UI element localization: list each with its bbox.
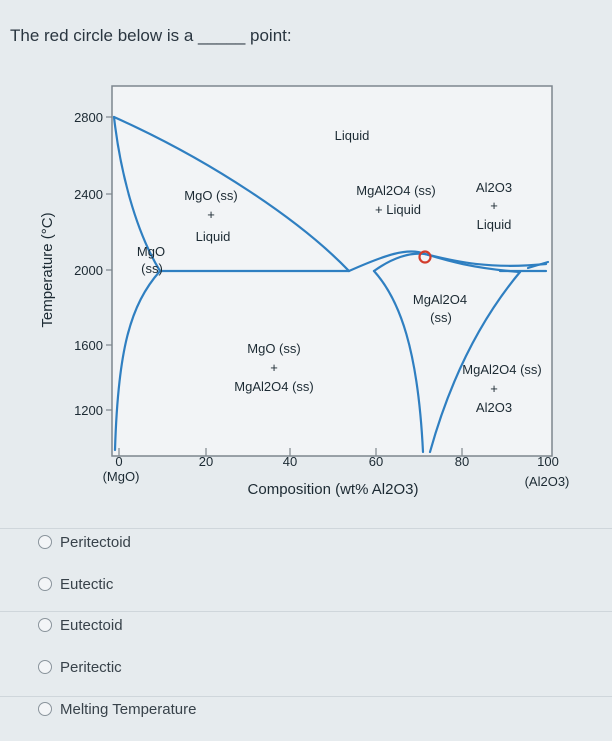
x-axis-label: Composition (wt% Al2O3) — [248, 481, 419, 498]
region-spinel-liquid-2: + Liquid — [375, 202, 421, 217]
region-liquid: Liquid — [335, 128, 370, 143]
region-spinel-al2o3-2: + — [490, 381, 498, 396]
radio-melting-temperature[interactable] — [38, 702, 52, 716]
y-axis-label: Temperature (°C) — [39, 212, 56, 327]
question-text: The red circle below is a _____ point: — [10, 26, 292, 45]
region-spinel-ss-1: MgAl2O4 — [413, 292, 467, 307]
option-label: Eutectoid — [60, 616, 123, 634]
option-label: Eutectic — [60, 575, 114, 593]
x-tick-marks — [118, 448, 463, 456]
region-al2o3-liquid-1: Al2O3 — [476, 180, 512, 195]
option-peritectic[interactable]: Peritectic — [38, 657, 196, 677]
region-spinel-ss-2: (ss) — [430, 310, 452, 325]
region-mgo-spinel-2: + — [270, 360, 278, 375]
option-eutectic[interactable]: Eutectic — [38, 574, 196, 594]
region-al2o3-liquid-2: + — [490, 198, 498, 213]
y-tick-2000: 2000 — [74, 263, 103, 278]
y-tick-2800: 2800 — [74, 110, 103, 125]
region-al2o3-liquid-3: Liquid — [477, 217, 512, 232]
option-melting-temperature[interactable]: Melting Temperature — [38, 699, 196, 719]
option-peritectoid[interactable]: Peritectoid — [38, 532, 196, 552]
region-mgo-spinel-1: MgO (ss) — [247, 341, 300, 356]
radio-peritectoid[interactable] — [38, 535, 52, 549]
radio-eutectic[interactable] — [38, 577, 52, 591]
x-tick-0: 0 — [115, 454, 122, 469]
option-label: Peritectic — [60, 658, 122, 676]
region-mgo-ss-1: MgO — [137, 244, 165, 259]
radio-peritectic[interactable] — [38, 660, 52, 674]
option-eutectoid[interactable]: Eutectoid — [38, 615, 196, 635]
region-mgo-ss-liquid-1: MgO (ss) — [184, 188, 237, 203]
option-label: Peritectoid — [60, 533, 131, 551]
region-spinel-al2o3-3: Al2O3 — [476, 400, 512, 415]
x-tick-labels: 0 20 40 60 80 100 (MgO) (Al2O3) — [103, 454, 570, 489]
region-mgo-spinel-3: MgAl2O4 (ss) — [234, 379, 313, 394]
spinel-solvus-right — [428, 270, 522, 454]
option-label: Melting Temperature — [60, 700, 197, 718]
mgo-solidus-line — [112, 115, 162, 273]
phase-boundaries — [112, 115, 550, 454]
spinel-solidus-line — [372, 252, 522, 274]
region-mgo-ss-2: (ss) — [141, 261, 163, 276]
region-spinel-al2o3-1: MgAl2O4 (ss) — [462, 362, 541, 377]
x-tick-100: 100 — [537, 454, 559, 469]
y-tick-labels: 2800 2400 2000 1600 1200 — [74, 110, 103, 418]
radio-eutectoid[interactable] — [38, 618, 52, 632]
region-mgo-ss-liquid-3: Liquid — [196, 229, 231, 244]
spinel-solvus-left — [372, 269, 425, 454]
y-tick-1600: 1600 — [74, 338, 103, 353]
y-tick-marks — [106, 116, 112, 411]
phase-diagram: Temperature (°C) 2800 2400 2000 1600 120… — [39, 85, 570, 498]
al2o3-liquidus-line — [526, 260, 550, 270]
y-tick-2400: 2400 — [74, 187, 103, 202]
x-end-left-label: (MgO) — [103, 469, 140, 484]
x-tick-80: 80 — [455, 454, 469, 469]
red-circle-marker — [418, 250, 432, 264]
region-spinel-liquid-1: MgAl2O4 (ss) — [356, 183, 435, 198]
region-labels: Liquid MgO (ss) + Liquid MgO (ss) MgAl2O… — [137, 128, 542, 415]
x-end-right-label: (Al2O3) — [525, 474, 570, 489]
x-tick-40: 40 — [283, 454, 297, 469]
mgo-liquidus-line — [112, 115, 351, 273]
y-tick-1200: 1200 — [74, 403, 103, 418]
region-mgo-ss-liquid-2: + — [207, 207, 215, 222]
x-tick-20: 20 — [199, 454, 213, 469]
mgo-solvus-line — [113, 269, 162, 452]
x-tick-60: 60 — [369, 454, 383, 469]
answer-options: Peritectoid Eutectic Eutectoid Peritecti… — [38, 532, 196, 741]
